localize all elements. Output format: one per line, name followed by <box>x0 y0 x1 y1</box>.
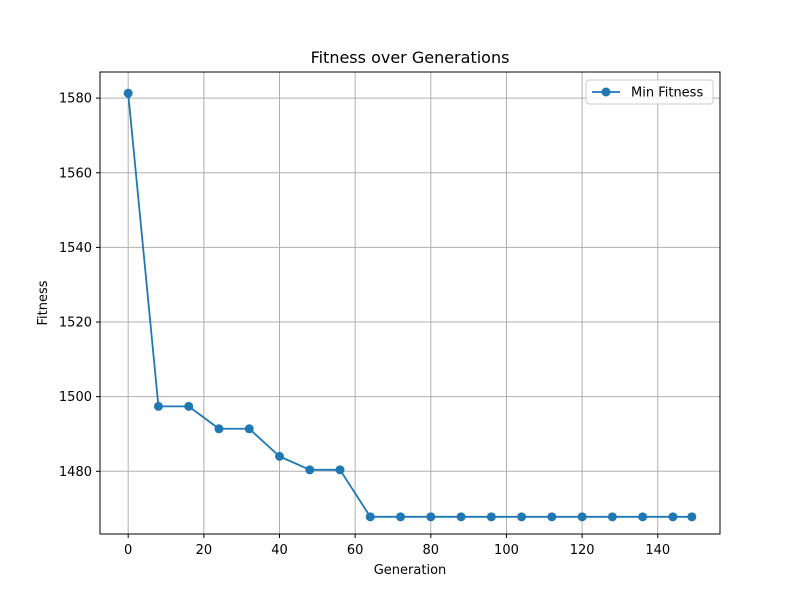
legend-marker <box>601 87 611 97</box>
x-axis-label: Generation <box>374 563 447 578</box>
data-point <box>486 512 496 522</box>
series-layer <box>123 88 697 522</box>
y-tick-label: 1480 <box>59 465 92 480</box>
axis-ticks: 0 20 40 60 80 100 120 140 1480 1500 1520 1540 1560 15… <box>59 92 670 558</box>
data-point <box>456 512 466 522</box>
data-point <box>274 451 284 461</box>
x-tick-label: 20 <box>196 543 213 558</box>
data-point <box>668 512 678 522</box>
x-tick-label: 80 <box>423 543 440 558</box>
grid <box>100 72 720 534</box>
data-point <box>123 88 133 98</box>
x-tick-label: 60 <box>347 543 364 558</box>
series-line <box>127 93 692 518</box>
x-tick-label: 0 <box>124 543 132 558</box>
data-point <box>396 512 406 522</box>
legend: Min Fitness <box>585 79 714 105</box>
chart-title: Fitness over Generations <box>311 48 510 67</box>
y-axis-label: Fitness <box>36 280 51 325</box>
legend-box <box>585 79 714 105</box>
data-point <box>638 512 648 522</box>
data-point <box>305 465 315 475</box>
y-tick-label: 1520 <box>59 316 92 331</box>
data-point <box>365 512 375 522</box>
x-tick-label: 140 <box>645 543 670 558</box>
y-tick-label: 1560 <box>59 166 92 181</box>
data-point <box>184 401 194 411</box>
plot-frame <box>99 71 721 535</box>
data-point <box>517 512 527 522</box>
data-point <box>607 512 617 522</box>
data-point <box>426 512 436 522</box>
data-point <box>547 512 557 522</box>
y-tick-label: 1540 <box>59 241 92 256</box>
x-tick-label: 120 <box>570 543 595 558</box>
y-tick-label: 1580 <box>59 92 92 107</box>
data-point <box>577 512 587 522</box>
data-point <box>244 424 254 434</box>
legend-label: Min Fitness <box>631 86 703 101</box>
data-point <box>153 401 163 411</box>
y-tick-label: 1500 <box>59 390 92 405</box>
x-tick-label: 100 <box>494 543 519 558</box>
x-tick-label: 40 <box>271 543 288 558</box>
data-point <box>214 424 224 434</box>
data-point <box>335 465 345 475</box>
data-point <box>687 512 697 522</box>
